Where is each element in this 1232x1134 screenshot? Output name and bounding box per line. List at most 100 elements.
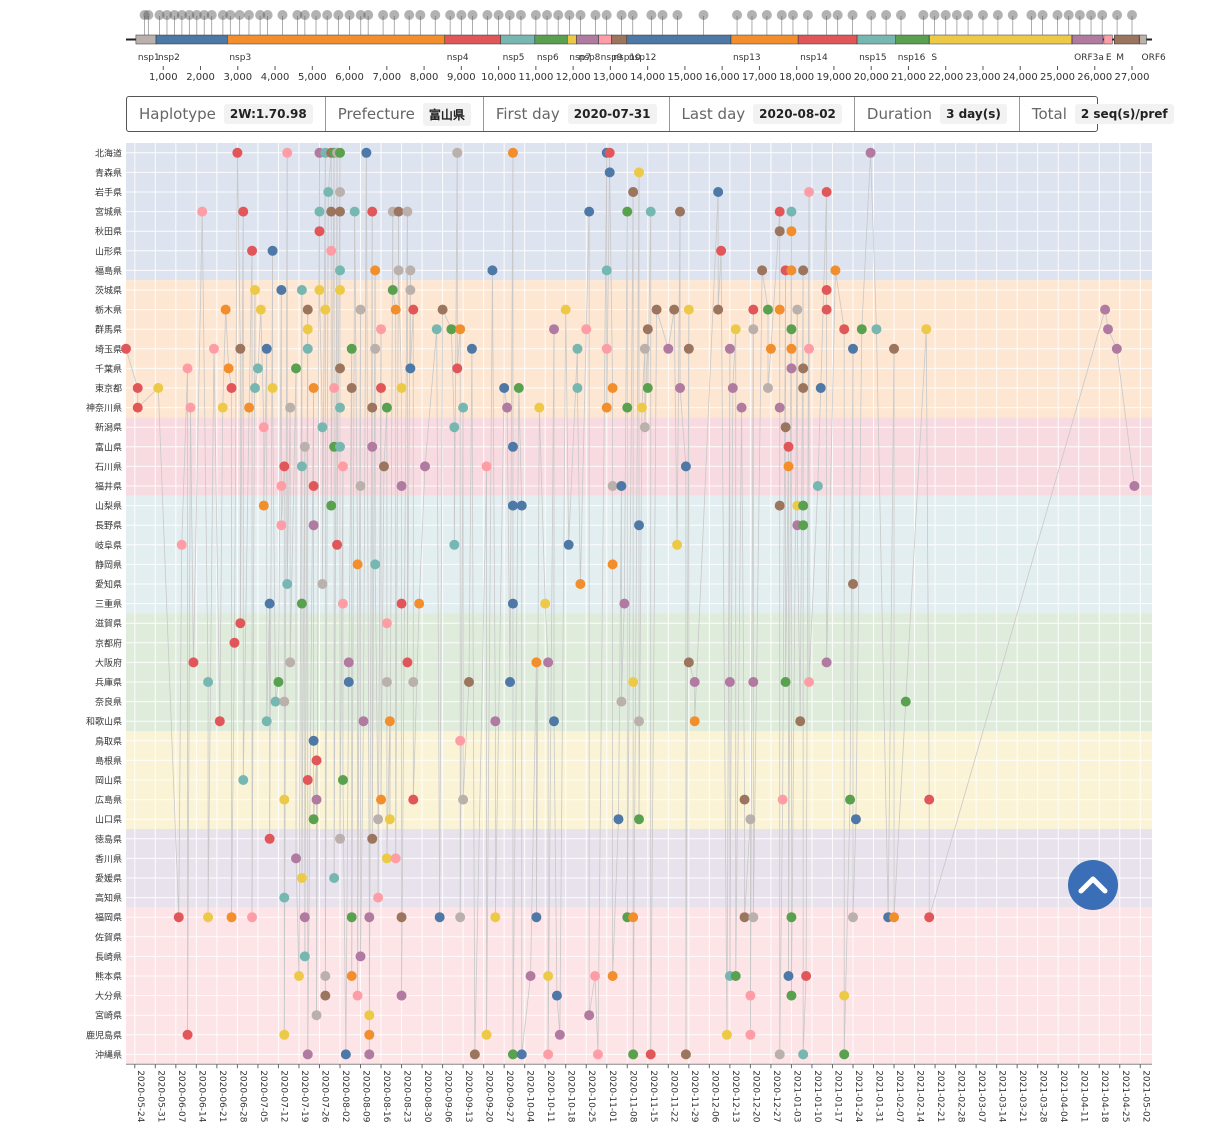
- link-line: [553, 721, 558, 996]
- gene-segment: [444, 34, 501, 45]
- data-point: [469, 1049, 480, 1060]
- x-tick-label: 2020-06-21: [217, 1070, 227, 1122]
- mutation-marker: [1037, 10, 1048, 20]
- data-point: [592, 1049, 603, 1060]
- mutation-marker: [311, 10, 322, 20]
- data-point: [786, 990, 797, 1001]
- mutation-marker: [553, 10, 564, 20]
- x-tick-label: 2020-11-01: [607, 1070, 617, 1122]
- data-point: [883, 912, 894, 923]
- data-point: [376, 324, 387, 335]
- data-point: [238, 206, 249, 217]
- data-point: [396, 481, 407, 491]
- mutation-marker: [1086, 10, 1097, 20]
- link-line: [735, 407, 742, 977]
- data-point: [889, 343, 900, 354]
- data-point: [361, 147, 372, 158]
- data-point: [311, 755, 322, 766]
- link-line: [239, 211, 244, 624]
- data-point: [575, 579, 586, 589]
- gene-label: nsp3: [229, 53, 251, 63]
- x-tick-label: 2021-02-21: [935, 1070, 945, 1122]
- data-point: [651, 304, 662, 315]
- duration-label: Duration: [866, 105, 933, 123]
- data-point: [314, 226, 325, 237]
- genome-tick-label: 16,000: [705, 72, 740, 83]
- y-tick-label: 熊本県: [95, 971, 122, 983]
- data-point: [364, 912, 375, 923]
- data-point: [343, 657, 354, 668]
- mutation-marker: [322, 10, 333, 20]
- x-tick-label: 2020-10-25: [586, 1070, 596, 1122]
- link-line: [492, 270, 496, 722]
- data-point: [783, 441, 794, 452]
- data-point: [320, 304, 331, 315]
- region-band: [126, 829, 1152, 908]
- data-point: [683, 304, 694, 315]
- genome-tick-label: 13,000: [593, 72, 628, 83]
- data-point: [804, 343, 815, 354]
- data-point: [376, 794, 387, 805]
- link-line: [621, 603, 625, 702]
- link-line: [471, 348, 476, 1055]
- x-tick-label: 2020-08-02: [340, 1070, 350, 1122]
- data-point: [563, 539, 574, 550]
- gene-label: nsp15: [859, 53, 887, 63]
- link-line: [354, 211, 358, 565]
- genome-tick-label: 25,000: [1040, 72, 1075, 83]
- data-point: [798, 520, 809, 531]
- data-point: [502, 402, 513, 413]
- data-point: [264, 598, 275, 609]
- data-point: [302, 343, 313, 354]
- x-tick-label: 2021-01-03: [791, 1070, 801, 1122]
- x-tick-label: 2020-06-14: [196, 1070, 206, 1123]
- prefecture-cell: Prefecture 富山県: [326, 97, 484, 131]
- link-line: [456, 329, 461, 369]
- data-point: [634, 716, 644, 727]
- data-point: [370, 343, 381, 354]
- data-point: [387, 285, 398, 295]
- data-point: [390, 304, 401, 315]
- mutation-marker: [404, 10, 415, 20]
- data-point: [672, 539, 683, 550]
- data-point: [748, 304, 759, 315]
- data-point: [249, 285, 260, 295]
- link-line: [1107, 329, 1118, 349]
- x-tick-label: 2021-04-04: [1058, 1070, 1068, 1123]
- mutation-marker: [963, 10, 974, 20]
- data-point: [408, 677, 419, 687]
- data-point: [405, 265, 416, 276]
- data-point: [601, 265, 612, 276]
- data-point: [121, 343, 131, 354]
- scroll-to-top-button[interactable]: [1068, 860, 1118, 910]
- x-tick-label: 2020-06-28: [237, 1070, 247, 1123]
- data-point: [323, 187, 334, 197]
- data-point: [452, 363, 463, 374]
- data-point: [334, 187, 345, 197]
- data-point: [774, 402, 785, 413]
- data-point: [724, 677, 735, 687]
- gene-segment: [611, 34, 628, 45]
- region-band: [126, 731, 1152, 829]
- link-line: [667, 309, 675, 349]
- x-tick-label: 2020-07-19: [299, 1070, 309, 1123]
- y-tick-label: 徳島県: [95, 833, 122, 845]
- data-point: [642, 383, 653, 393]
- data-point: [334, 833, 345, 844]
- data-point: [774, 226, 785, 237]
- data-point: [516, 1049, 527, 1060]
- data-point: [513, 383, 524, 393]
- data-point: [452, 147, 463, 158]
- genome-tick-label: 18,000: [779, 72, 814, 83]
- data-point: [208, 343, 219, 354]
- data-point: [601, 147, 612, 158]
- mutation-marker: [698, 10, 709, 20]
- gene-segment: [598, 34, 612, 45]
- link-line: [392, 289, 397, 310]
- y-tick-label: 茨城県: [95, 285, 122, 297]
- gene-label: nsp6: [537, 53, 559, 63]
- y-tick-label: 福岡県: [95, 912, 122, 924]
- genome-tick-label: 8,000: [410, 72, 439, 83]
- link-line: [269, 250, 273, 839]
